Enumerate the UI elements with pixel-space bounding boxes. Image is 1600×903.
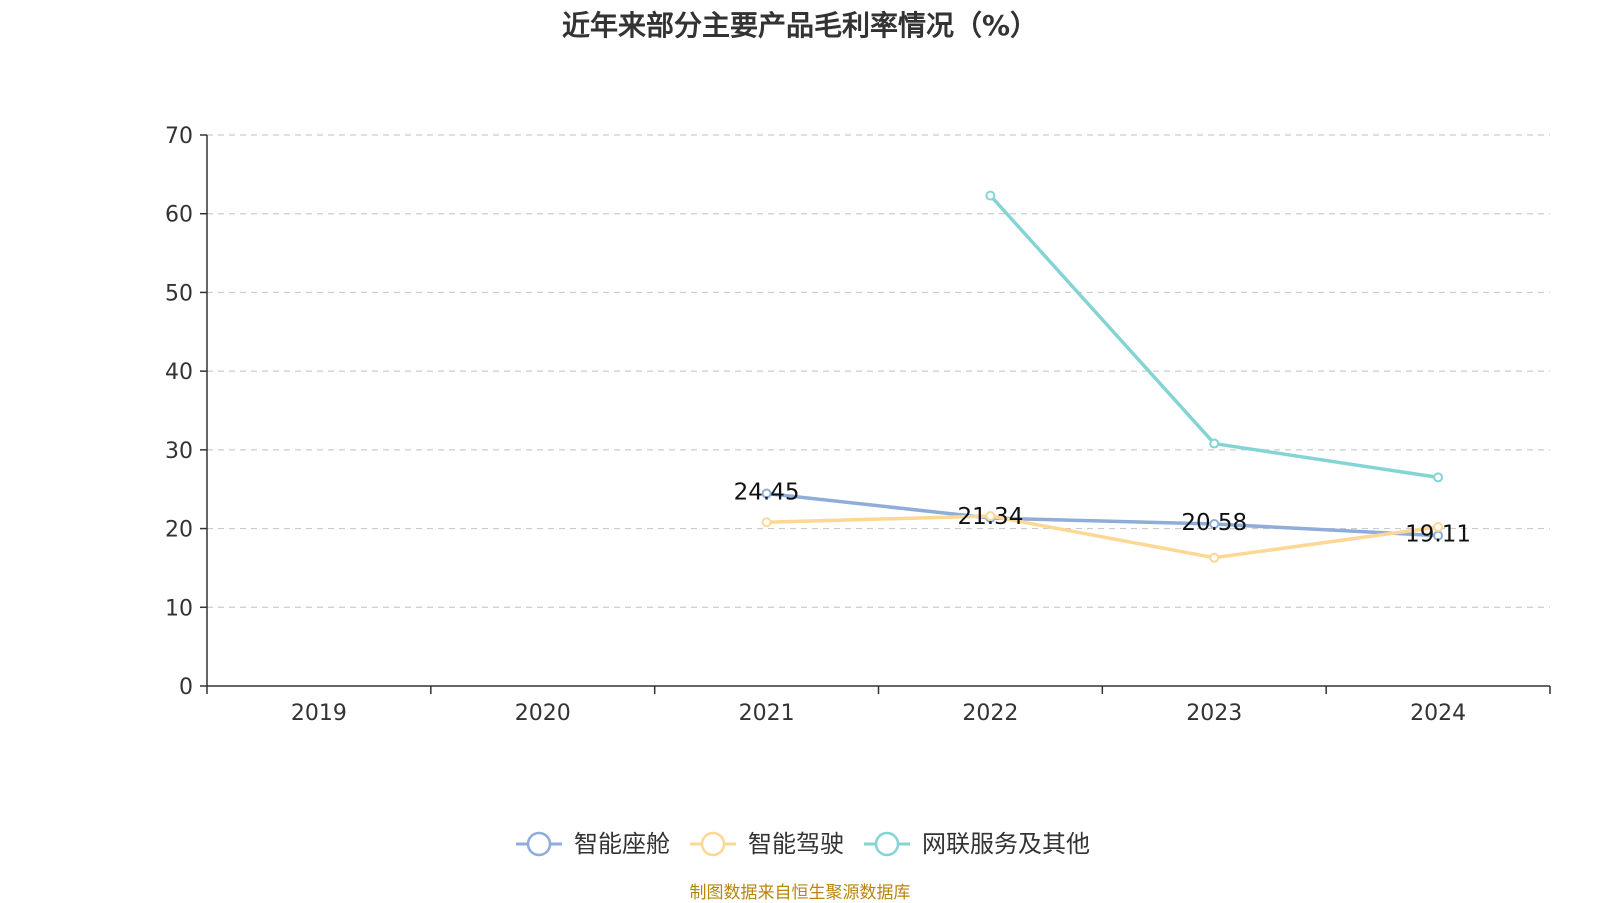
data-point (1209, 519, 1220, 530)
legend: 智能座舱 智能驾驶 网联服务及其他 (516, 830, 1090, 858)
data-point (1433, 521, 1444, 532)
data-label: 19.11 (1405, 522, 1471, 548)
data-point (1433, 472, 1444, 483)
y-tick-label: 0 (179, 675, 193, 700)
legend-item-3: 网联服务及其他 (864, 830, 1090, 858)
y-tick-label: 40 (165, 360, 193, 385)
x-tick-label: 2022 (962, 701, 1018, 726)
series-line-1 (764, 491, 1440, 538)
x-tick-label: 2023 (1186, 701, 1242, 726)
data-point (985, 510, 996, 521)
x-tick-label: 2019 (291, 701, 347, 726)
x-tick-label: 2020 (515, 701, 571, 726)
y-tick-label: 20 (165, 518, 193, 543)
y-tick-label: 70 (165, 124, 193, 149)
chart-title: 近年来部分主要产品毛利率情况（%） (561, 9, 1039, 42)
x-tick-label: 2021 (739, 701, 795, 726)
y-tick-label: 50 (165, 281, 193, 306)
data-point (761, 488, 772, 499)
data-point (1209, 552, 1220, 563)
legend-marker (526, 831, 552, 857)
data-point (761, 517, 772, 528)
legend-label: 网联服务及其他 (922, 830, 1090, 858)
x-tick-label: 2024 (1410, 701, 1466, 726)
legend-label: 智能驾驶 (748, 830, 844, 858)
legend-marker (700, 831, 726, 857)
series-line-3 (988, 193, 1440, 480)
data-label: 20.58 (1181, 510, 1247, 536)
data-label: 24.45 (734, 480, 800, 506)
legend-marker (874, 831, 900, 857)
y-tick-label: 30 (165, 439, 193, 464)
grid-lines (207, 134, 1550, 608)
data-labels: 24.45 21.34 20.58 19.11 (734, 480, 1471, 548)
data-point (1209, 438, 1220, 449)
legend-label: 智能座舱 (574, 830, 670, 858)
y-tick-label: 10 (165, 596, 193, 621)
series-line-2 (764, 514, 1440, 560)
series-lines (761, 190, 1444, 563)
legend-item-1: 智能座舱 (516, 830, 670, 858)
axes: 0 10 20 30 40 50 60 70 2019 2020 2021 2022 2023 2024 (165, 124, 1551, 726)
source-note: 制图数据来自恒生聚源数据库 (689, 883, 911, 903)
legend-item-2: 智能驾驶 (690, 830, 844, 858)
data-label: 21.34 (957, 504, 1023, 530)
y-tick-label: 60 (165, 203, 193, 228)
data-point (985, 190, 996, 201)
